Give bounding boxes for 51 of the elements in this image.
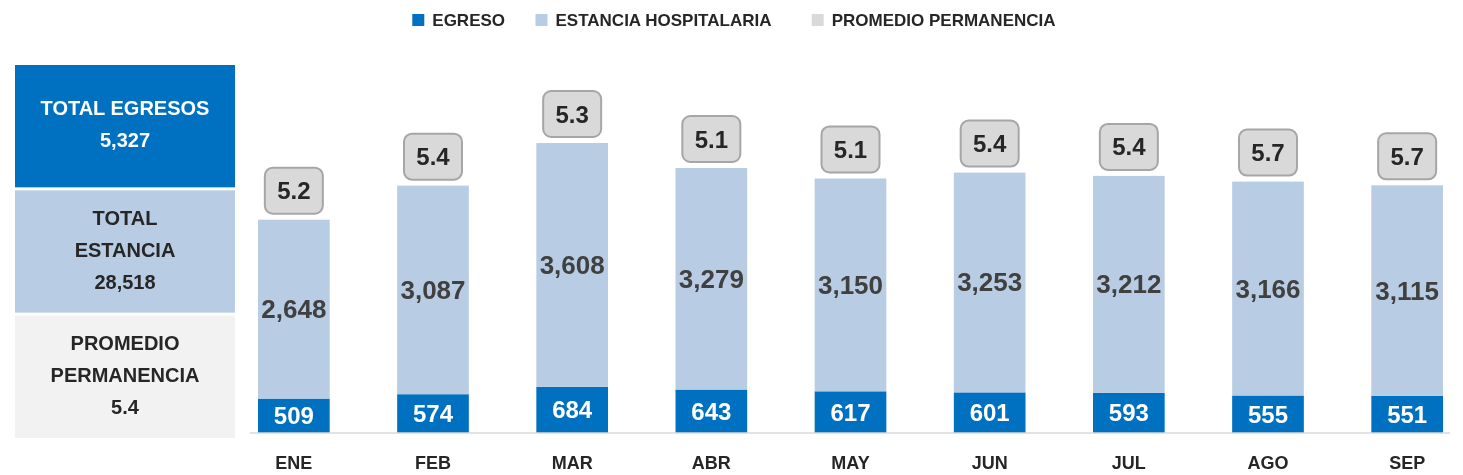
data-label: 3,253	[957, 267, 1023, 298]
annotation: 5.4	[416, 143, 451, 171]
x-tick-label: ABR	[691, 453, 731, 473]
x-tick-label: JUN	[971, 453, 1008, 473]
data-label: 3,087	[400, 274, 466, 305]
data-label: 3,608	[539, 249, 605, 280]
bar	[1371, 185, 1443, 396]
bar	[536, 143, 608, 387]
x-tick-label: FEB	[415, 453, 451, 473]
annotation: 5.3	[555, 100, 589, 128]
legend-label: EGRESO	[432, 10, 506, 30]
data-label: 593	[1108, 399, 1149, 427]
x-tick-label: SEP	[1389, 453, 1426, 473]
annotation: 5.2	[277, 177, 311, 205]
legend-label: PROMEDIO PERMANENCIA	[831, 10, 1056, 30]
data-label: 601	[969, 399, 1010, 427]
bar	[1093, 175, 1165, 393]
text: TOTAL ESTANCIA 28,518	[74, 206, 176, 293]
data-label: 3,166	[1235, 273, 1301, 304]
x-tick-label: AGO	[1247, 453, 1289, 473]
bar	[675, 168, 748, 390]
legend-label: ESTANCIA HOSPITALARIA	[555, 10, 772, 30]
data-label: 2,648	[261, 294, 327, 325]
bar	[258, 219, 330, 399]
annotation: 5.4	[972, 130, 1007, 158]
data-label: 617	[830, 398, 871, 426]
bar	[1232, 181, 1304, 396]
data-label: 555	[1247, 400, 1289, 428]
data-label: 3,115	[1375, 275, 1439, 306]
annotation: 5.1	[833, 135, 868, 163]
data-label: 574	[412, 400, 454, 428]
data-label: 643	[691, 397, 732, 425]
data-label: 3,279	[678, 263, 744, 294]
x-tick-label: MAY	[831, 453, 870, 473]
annotation: 5.7	[1251, 139, 1285, 167]
bar	[814, 178, 887, 392]
annotation: 5.7	[1390, 142, 1424, 170]
annotation: 5.4	[1112, 133, 1147, 161]
data-label: 684	[552, 396, 593, 424]
data-label: 3,212	[1096, 269, 1162, 300]
text: TOTAL EGRESOS 5,327	[40, 97, 210, 152]
bar	[397, 185, 469, 395]
annotation: 5.1	[694, 125, 729, 153]
bar	[953, 172, 1026, 393]
x-tick-label: ENE	[275, 453, 313, 473]
data-label: 3,150	[817, 269, 884, 300]
text: PROMEDIO PERMANENCIA 5.4	[50, 332, 200, 419]
x-tick-label: JUL	[1111, 453, 1146, 473]
data-label: 509	[273, 402, 314, 430]
x-tick-label: MAR	[551, 453, 593, 473]
data-label: 551	[1387, 400, 1428, 428]
